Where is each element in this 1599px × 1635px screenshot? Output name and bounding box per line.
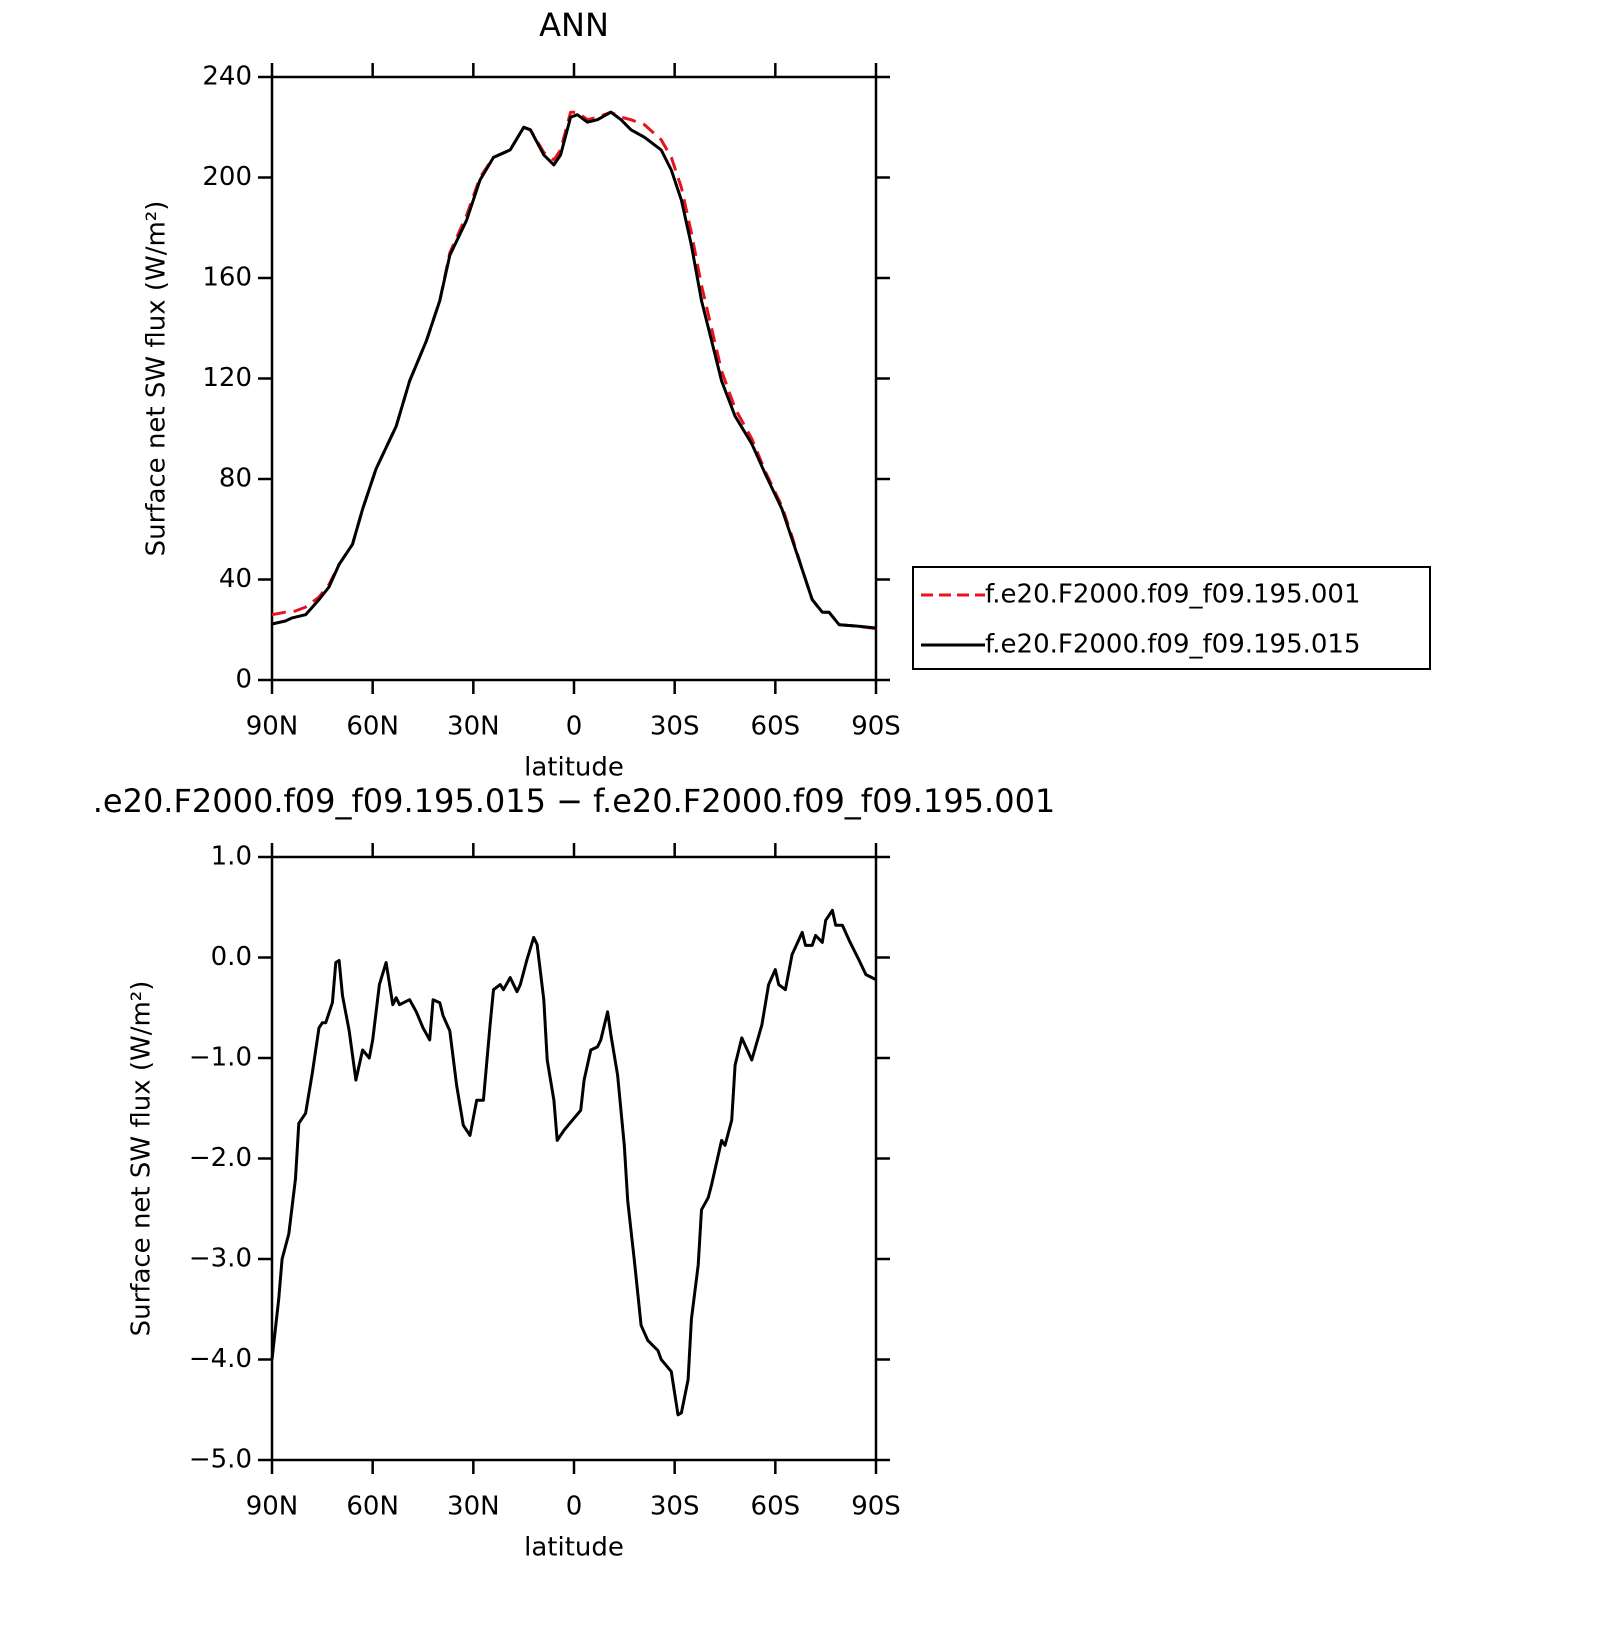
y-tick-label: −4.0 — [189, 1344, 252, 1374]
y-tick-label: −1.0 — [189, 1043, 252, 1073]
legend-label: f.e20.F2000.f09_f09.195.001 — [985, 580, 1361, 610]
y-tick-label: 0.0 — [211, 942, 252, 972]
y-axis-label: Surface net SW flux (W/m²) — [127, 981, 157, 1337]
y-tick-label: 40 — [219, 564, 252, 594]
plot-frame — [270, 855, 878, 1462]
data-line — [271, 110, 877, 630]
x-tick-label: 60S — [751, 1492, 801, 1522]
y-tick-label: 200 — [202, 162, 252, 192]
data-line — [270, 908, 877, 1417]
x-tick-label: 30S — [650, 1492, 700, 1522]
x-tick-label: 90S — [851, 1492, 901, 1522]
x-tick-label: 90N — [246, 1492, 299, 1522]
x-axis-label: latitude — [524, 1533, 624, 1563]
x-tick-label: 60S — [751, 712, 801, 742]
x-tick-label: 30N — [447, 1492, 500, 1522]
x-tick-label: 90N — [246, 712, 299, 742]
y-axis-label: Surface net SW flux (W/m²) — [142, 201, 172, 557]
plot-frame — [270, 75, 878, 682]
y-tick-label: 160 — [202, 263, 252, 293]
x-tick-label: 30N — [447, 712, 500, 742]
legend-label: f.e20.F2000.f09_f09.195.015 — [985, 630, 1361, 660]
y-tick-label: 240 — [202, 62, 252, 92]
y-tick-label: 120 — [202, 363, 252, 393]
y-tick-label: 80 — [219, 464, 252, 494]
chart-title: ANN — [539, 6, 609, 44]
y-tick-label: −2.0 — [189, 1143, 252, 1173]
data-line — [271, 110, 877, 630]
x-tick-label: 0 — [566, 1492, 583, 1522]
x-tick-label: 60N — [346, 1492, 399, 1522]
chart-title: .e20.F2000.f09_f09.195.015 − f.e20.F2000… — [93, 782, 1056, 820]
x-tick-label: 0 — [566, 712, 583, 742]
y-tick-label: 0 — [235, 665, 252, 695]
y-tick-label: 1.0 — [211, 842, 252, 872]
legend-box — [912, 566, 1431, 670]
y-tick-label: −5.0 — [189, 1445, 252, 1475]
x-tick-label: 90S — [851, 712, 901, 742]
x-tick-label: 30S — [650, 712, 700, 742]
x-axis-label: latitude — [524, 753, 624, 783]
x-tick-label: 60N — [346, 712, 399, 742]
y-tick-label: −3.0 — [189, 1244, 252, 1274]
